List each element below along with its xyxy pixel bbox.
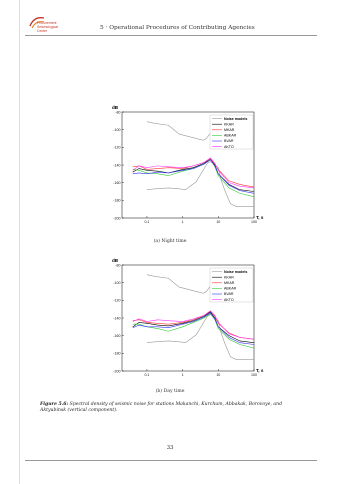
chart-b-series-mkar [132,310,255,340]
page-header: 5 · Operational Procedures of Contributi… [100,25,255,31]
header-rule [25,35,317,36]
chart-a-ytick-label: -120 [113,146,120,150]
chart-b-series-akto [132,310,255,340]
logo-line-3: Center [37,29,48,33]
chart-b-ytick-label: -80 [115,263,120,267]
chart-b-xtick-label: 10 [216,373,220,377]
chart-a-series-akto [132,157,255,189]
logo-line-2: Seismological [37,25,58,29]
chart-b-legend-label-mkar: MKAR [224,281,235,285]
chart-a-series-bvar [132,159,255,194]
chart-a-xtick-label: 1 [182,220,184,224]
chart-a-ylabel: dB [112,105,119,110]
chart-b-legend-label-bvar: BVAR [224,292,234,296]
chart-a-legend [209,114,254,150]
chart-b-legend-label-kkar: KKAR [224,275,234,279]
figure-caption-text: Spectral density of seismic noise for st… [40,402,283,414]
chart-a-ytick-label: -140 [113,163,120,167]
footer-rule [25,460,317,461]
chart-a-legend-label-bvar: BVAR [224,139,234,143]
chart-day-time: -80 -100 -120 -140 -160 -180 -200 0.1 1 10 100 dB T,… [112,258,264,377]
chart-a-ytick-label: -100 [113,128,120,132]
chart-a-ytick-label: -180 [113,199,120,203]
chart-b-xtick-label: 100 [251,373,257,377]
chart-a-ytick-label: -80 [115,110,120,114]
chart-b-ytick-label: -120 [113,299,120,303]
chart-b-series-kkar [132,311,255,344]
page-number: 33 [166,445,174,451]
chart-b-low-noise-model [146,314,254,360]
chart-a-legend-label-abkar: ABKAR [224,134,237,138]
chart-a-ytick-label: -200 [113,216,120,220]
chart-night-time: -80 -100 -120 -140 -160 -180 -200 0.1 1 10 100 dB T,… [112,105,264,224]
chart-b-ytick-label: -180 [113,352,120,356]
chart-b-ytick-label: -100 [113,281,120,285]
agency-logo: Procurement Seismological Center [26,12,74,40]
chart-a-xlabel: T, s [256,215,264,220]
chart-a-ytick-label: -160 [113,181,120,185]
chart-a-legend-label-kkar: KKAR [224,122,234,126]
subfigure-caption-a: (a) Night time [153,239,187,244]
chart-b-series-bvar [132,312,255,345]
chart-b-legend-label-abkar: ABKAR [224,287,237,291]
chart-a-xtick-label: 0.1 [144,220,149,224]
chart-b-ylabel: dB [112,258,119,263]
chart-a-legend-label-akto: AKTO [224,145,234,149]
logo-graphic [29,16,45,29]
chart-b-xlabel: T, s [256,368,264,373]
chart-a-legend-title: Noise models [224,117,247,121]
logo-line-1: Procurement [37,21,57,25]
figure-caption: Figure 5.6: Spectral density of seismic … [40,402,302,414]
figure-label: Figure 5.6: [40,402,69,407]
chart-a-legend-label-mkar: MKAR [224,128,235,132]
chart-b-ytick-label: -200 [113,369,120,373]
chart-a-low-noise-model [146,161,254,207]
chart-b-xtick-label: 1 [182,373,184,377]
chart-b-ytick-label: -140 [113,316,120,320]
chart-a-xtick-label: 100 [251,220,257,224]
chart-b-ytick-label: -160 [113,334,120,338]
chart-a-xtick-label: 10 [216,220,220,224]
subfigure-caption-b: (b) Day time [155,389,185,394]
chart-a-series-kkar [132,158,255,192]
chart-b-xtick-label: 0.1 [144,373,149,377]
page-margin-line [19,0,20,484]
chart-b-legend-label-akto: AKTO [224,298,234,302]
chart-b-legend-title: Noise models [224,270,247,274]
chart-b-legend [209,267,254,303]
